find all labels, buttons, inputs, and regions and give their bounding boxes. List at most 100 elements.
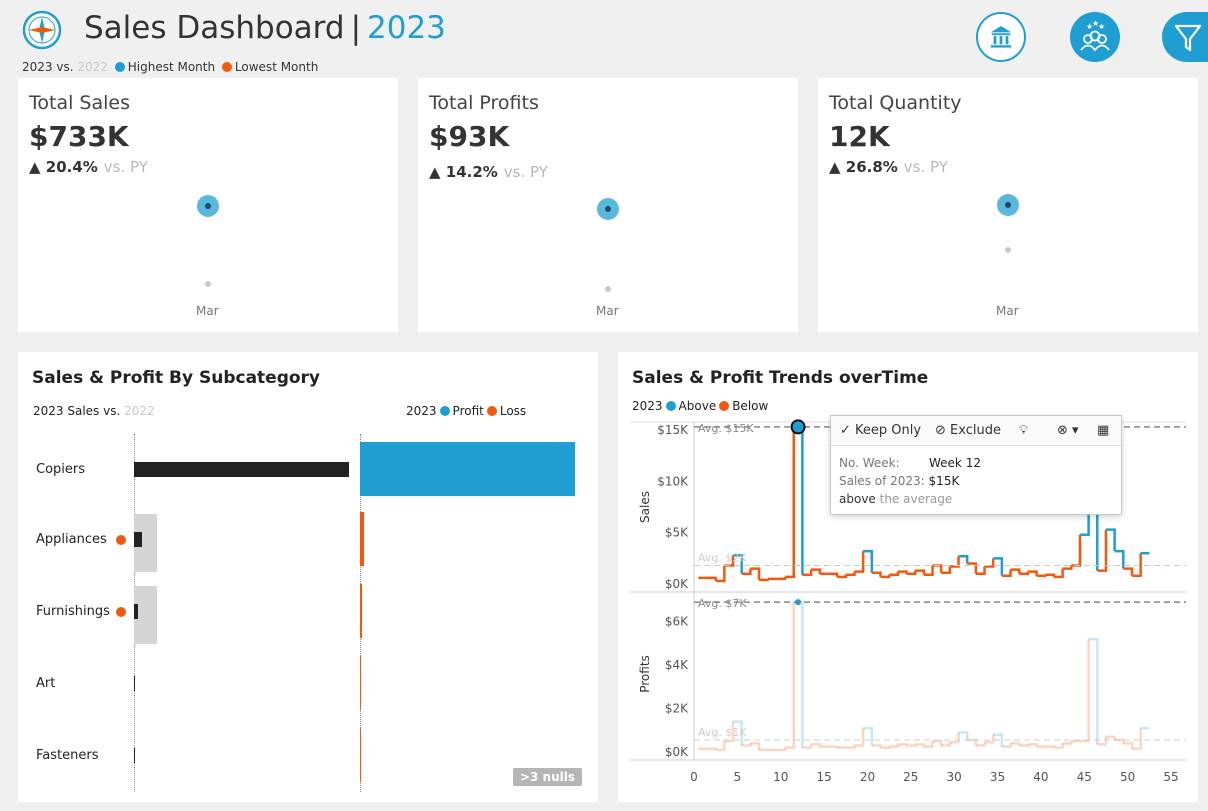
profit-line-segment xyxy=(923,741,934,748)
kpi-value: 12K xyxy=(829,120,890,153)
sales-bar[interactable] xyxy=(134,748,135,763)
below-dot xyxy=(719,401,730,411)
profit-bar[interactable] xyxy=(360,728,361,782)
highest-month-marker[interactable] xyxy=(597,198,619,220)
month-label: Mar xyxy=(196,304,219,318)
sales-line-segment xyxy=(967,562,978,574)
keep-only-button[interactable]: ✓ Keep Only xyxy=(840,423,922,438)
sales-line-segment xyxy=(741,568,752,575)
sales-line-segment xyxy=(759,578,769,582)
x-tick: 25 xyxy=(903,770,918,784)
subcategory-label: Furnishings xyxy=(36,604,110,619)
profit-line-segment xyxy=(1027,743,1038,747)
month-label: Mar xyxy=(996,304,1019,318)
sales-line-segment xyxy=(1105,528,1116,552)
kpi-change: ▲ 20.4% vs. PY xyxy=(29,158,148,176)
kpi-card-profits: Total Profits $93K ▲ 14.2% vs. PY Mar xyxy=(418,78,798,332)
nulls-badge[interactable]: >3 nulls xyxy=(512,768,582,786)
kpi-card-quantity: Total Quantity 12K ▲ 26.8% vs. PY Mar xyxy=(818,78,1198,332)
sales-bar[interactable] xyxy=(134,462,349,477)
lowest-dot xyxy=(221,62,232,72)
profit-line-segment xyxy=(975,742,986,747)
sales-bar[interactable] xyxy=(134,676,135,691)
customers-button[interactable]: ★ ★ ★ xyxy=(1070,12,1120,62)
trend-chart[interactable]: Sales Profits $0K $5K $10K $15K $0K $2K $4K $6K 0 5… xyxy=(618,352,1198,802)
profit-line-segment xyxy=(733,720,743,746)
subcategory-label: Copiers xyxy=(36,462,86,477)
sales-legend: 2023 Sales vs. 2022 xyxy=(33,404,155,418)
profit-line-segment xyxy=(958,731,969,741)
profit-line-segment xyxy=(1045,745,1056,748)
kpi-value: $733K xyxy=(29,120,129,153)
profit-bar[interactable] xyxy=(360,442,575,496)
x-tick: 20 xyxy=(860,770,875,784)
compass-icon xyxy=(22,10,62,50)
sales-line-segment xyxy=(889,571,900,577)
profit-bar[interactable] xyxy=(360,656,361,710)
profit-avg-label: Avg. $1K xyxy=(698,726,747,739)
filter-button[interactable] xyxy=(1162,12,1208,62)
sales-line-segment xyxy=(993,557,1004,576)
prior-year-marker[interactable] xyxy=(1005,247,1011,253)
sales-line-segment xyxy=(1114,549,1125,569)
prior-year-bar[interactable] xyxy=(134,514,157,572)
kpi-value: $93K xyxy=(429,120,510,153)
profit-bar[interactable] xyxy=(360,584,363,638)
view-data-icon[interactable]: ▦ xyxy=(1097,423,1110,438)
subcategory-panel: Sales & Profit By Subcategory 2023 Sales… xyxy=(18,352,598,802)
kpi-title: Total Profits xyxy=(429,92,539,114)
highest-month-marker[interactable] xyxy=(997,194,1019,216)
x-tick: 0 xyxy=(690,770,698,784)
profit-line-segment xyxy=(1019,744,1030,747)
prior-year-bar[interactable] xyxy=(134,586,157,644)
profit-line-segment xyxy=(871,744,882,748)
exclude-button[interactable]: ⊘ Exclude xyxy=(935,423,1001,438)
kpi-card-sales: Total Sales $733K ▲ 20.4% vs. PY Mar xyxy=(18,78,398,332)
profit-line-segment xyxy=(932,739,943,746)
sales-bar[interactable] xyxy=(134,532,142,547)
profit-line-segment xyxy=(793,600,804,748)
page-title: Sales Dashboard | 2023 xyxy=(84,10,446,46)
highest-month-marker[interactable] xyxy=(197,195,219,217)
svg-text:★: ★ xyxy=(1092,19,1099,28)
profit-bar[interactable] xyxy=(360,512,364,566)
profit-line-segment xyxy=(1123,742,1134,749)
lightbulb-icon[interactable]: 💡︎ xyxy=(1019,423,1029,438)
tooltip-actions: ✓ Keep Only ⊘ Exclude 💡︎ ⊗ ▾ ▦ xyxy=(831,416,1121,446)
profit-line-segment xyxy=(1001,743,1012,748)
prior-year-marker[interactable] xyxy=(605,286,611,292)
sales-line-segment xyxy=(776,576,787,581)
profit-line-segment xyxy=(897,743,908,746)
profit-line-segment xyxy=(854,728,865,747)
month-label: Mar xyxy=(596,304,619,318)
sales-axis-title: Sales xyxy=(638,491,652,523)
sales-y-tick: $0K xyxy=(665,577,689,591)
sales-bar[interactable] xyxy=(134,604,139,619)
sales-line-segment xyxy=(1027,570,1038,576)
sales-avg-label: Avg. $2K xyxy=(698,552,747,565)
sales-line-segment xyxy=(733,554,743,574)
bank-button[interactable] xyxy=(976,12,1026,62)
x-tick: 45 xyxy=(1077,770,1092,784)
sales-line-segment xyxy=(1001,569,1012,578)
subcategory-label: Art xyxy=(36,676,56,691)
prior-year-marker[interactable] xyxy=(205,281,211,287)
sales-line-segment xyxy=(906,570,917,575)
sales-line-segment xyxy=(802,569,813,577)
sales-line-segment xyxy=(984,558,995,568)
sales-line-segment xyxy=(1010,568,1021,574)
profit-line-segment xyxy=(993,733,1004,747)
tooltip-note: above the average xyxy=(839,492,953,506)
sales-line-segment xyxy=(837,574,848,579)
highest-dot xyxy=(114,62,125,72)
bank-icon xyxy=(990,25,1012,48)
kpi-title: Total Sales xyxy=(29,92,130,114)
top-legend: 2023 vs. 2022 Highest Month Lowest Month xyxy=(22,60,319,74)
svg-text:★: ★ xyxy=(1098,22,1105,31)
sales-line-segment xyxy=(1036,574,1047,578)
sales-line-segment xyxy=(915,569,926,575)
profit-line-segment xyxy=(1097,736,1108,746)
profit-line-segment xyxy=(707,747,717,750)
profit-line-segment xyxy=(889,744,900,748)
group-icon[interactable]: ⊗ ▾ xyxy=(1057,423,1079,438)
